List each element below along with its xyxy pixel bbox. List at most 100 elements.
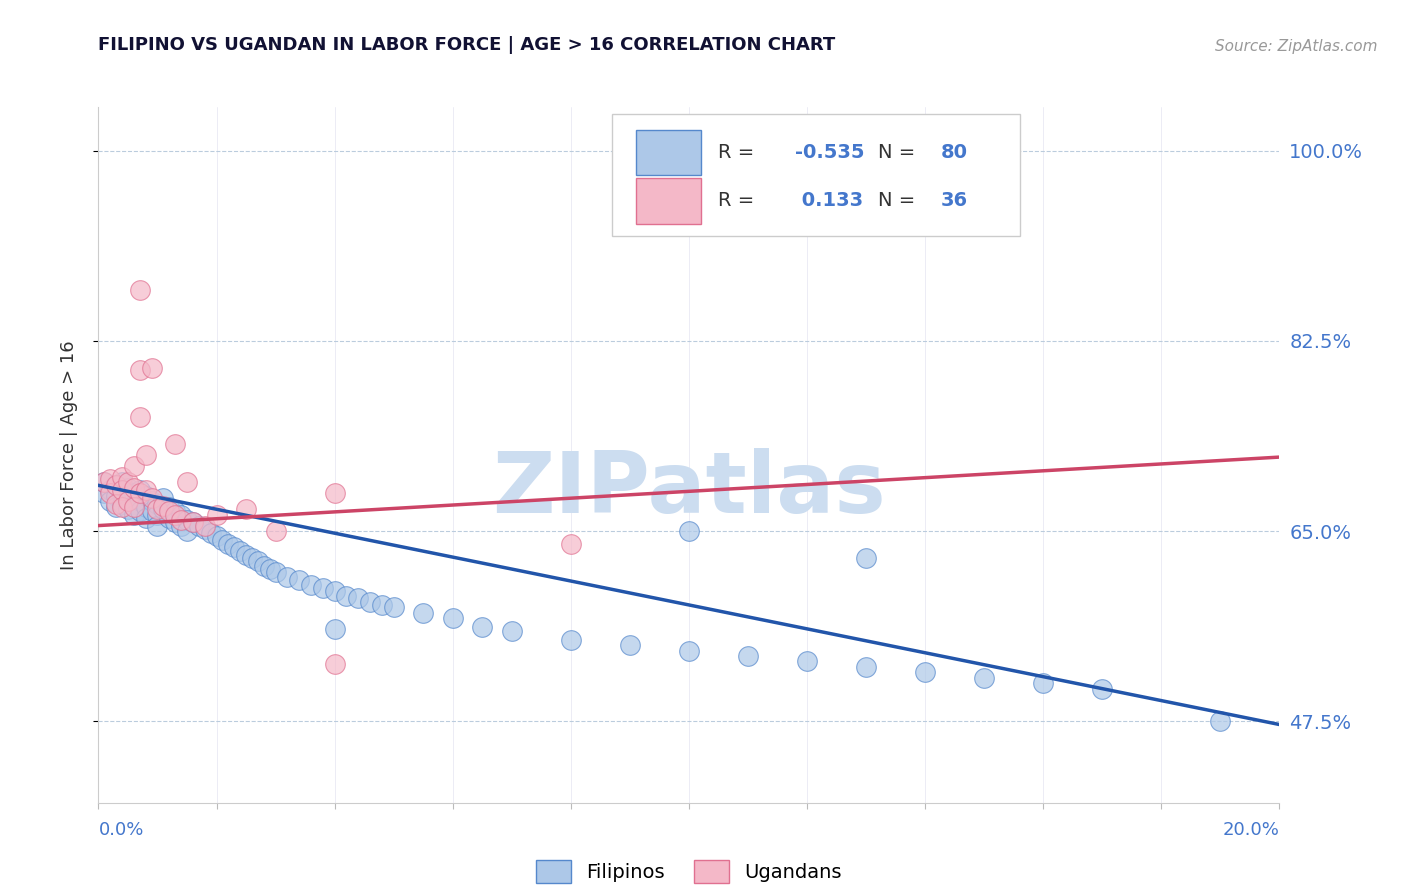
Point: [181, 516, 204, 530]
Y-axis label: In Labor Force | Age > 16: In Labor Force | Age > 16: [59, 340, 77, 570]
Point: [146, 497, 169, 511]
Point: [146, 502, 169, 516]
Point: [194, 518, 217, 533]
Point: [111, 469, 134, 483]
Point: [323, 583, 346, 598]
Point: [122, 497, 145, 511]
Point: [111, 475, 134, 489]
Point: [165, 504, 187, 518]
Point: [165, 508, 187, 522]
Point: [678, 524, 700, 538]
Point: [276, 570, 298, 584]
Point: [235, 548, 257, 562]
Point: [1032, 676, 1054, 690]
Point: [382, 600, 405, 615]
Point: [122, 500, 145, 514]
Text: 0.133: 0.133: [796, 192, 863, 211]
Point: [141, 361, 163, 376]
Point: [323, 657, 346, 671]
Point: [111, 486, 134, 500]
Point: [122, 481, 145, 495]
Point: [335, 589, 357, 603]
FancyBboxPatch shape: [636, 129, 700, 175]
Point: [152, 499, 174, 513]
Point: [187, 518, 209, 533]
Point: [105, 478, 128, 492]
Text: N =: N =: [877, 143, 921, 161]
FancyBboxPatch shape: [636, 178, 700, 224]
Point: [229, 543, 252, 558]
Point: [128, 483, 150, 497]
Point: [141, 491, 163, 506]
Point: [264, 566, 287, 580]
Point: [1209, 714, 1232, 729]
Point: [93, 486, 115, 500]
Text: 80: 80: [941, 143, 967, 161]
Point: [122, 508, 145, 522]
Point: [146, 508, 169, 522]
Point: [347, 591, 370, 606]
Point: [135, 483, 157, 497]
Point: [217, 537, 239, 551]
Point: [111, 500, 134, 514]
Point: [471, 620, 494, 634]
Text: 20.0%: 20.0%: [1223, 821, 1279, 838]
Point: [170, 508, 193, 522]
Point: [117, 502, 139, 516]
Point: [146, 518, 169, 533]
Point: [412, 606, 434, 620]
Point: [176, 513, 198, 527]
Point: [165, 437, 187, 451]
Point: [105, 497, 128, 511]
Point: [170, 518, 193, 533]
Point: [288, 573, 311, 587]
Text: Source: ZipAtlas.com: Source: ZipAtlas.com: [1215, 38, 1378, 54]
Point: [128, 283, 150, 297]
Text: 0.0%: 0.0%: [98, 821, 143, 838]
Point: [170, 513, 193, 527]
Point: [194, 522, 217, 536]
Point: [323, 486, 346, 500]
Point: [128, 486, 150, 500]
Point: [135, 500, 157, 514]
Point: [135, 511, 157, 525]
Point: [122, 458, 145, 473]
Point: [619, 638, 641, 652]
Point: [111, 497, 134, 511]
Point: [205, 529, 228, 543]
Point: [855, 660, 877, 674]
Point: [93, 475, 115, 489]
Point: [259, 562, 281, 576]
Text: R =: R =: [718, 192, 761, 211]
Point: [1091, 681, 1114, 696]
Point: [152, 502, 174, 516]
Point: [105, 478, 128, 492]
Point: [98, 486, 121, 500]
Point: [128, 363, 150, 377]
Point: [135, 489, 157, 503]
Point: [105, 489, 128, 503]
Point: [157, 511, 180, 525]
Point: [117, 475, 139, 489]
Point: [737, 648, 759, 663]
Point: [176, 524, 198, 538]
Point: [973, 671, 995, 685]
Point: [235, 502, 257, 516]
Point: [312, 581, 335, 595]
Point: [224, 541, 246, 555]
Point: [141, 493, 163, 508]
Point: [855, 551, 877, 566]
Text: R =: R =: [718, 143, 761, 161]
Point: [141, 504, 163, 518]
Point: [111, 483, 134, 497]
Point: [323, 622, 346, 636]
Point: [176, 475, 198, 489]
Text: -0.535: -0.535: [796, 143, 865, 161]
Point: [359, 595, 381, 609]
Point: [914, 665, 936, 680]
Point: [205, 508, 228, 522]
FancyBboxPatch shape: [612, 114, 1019, 235]
Point: [200, 526, 222, 541]
Point: [98, 493, 121, 508]
Point: [211, 533, 233, 547]
